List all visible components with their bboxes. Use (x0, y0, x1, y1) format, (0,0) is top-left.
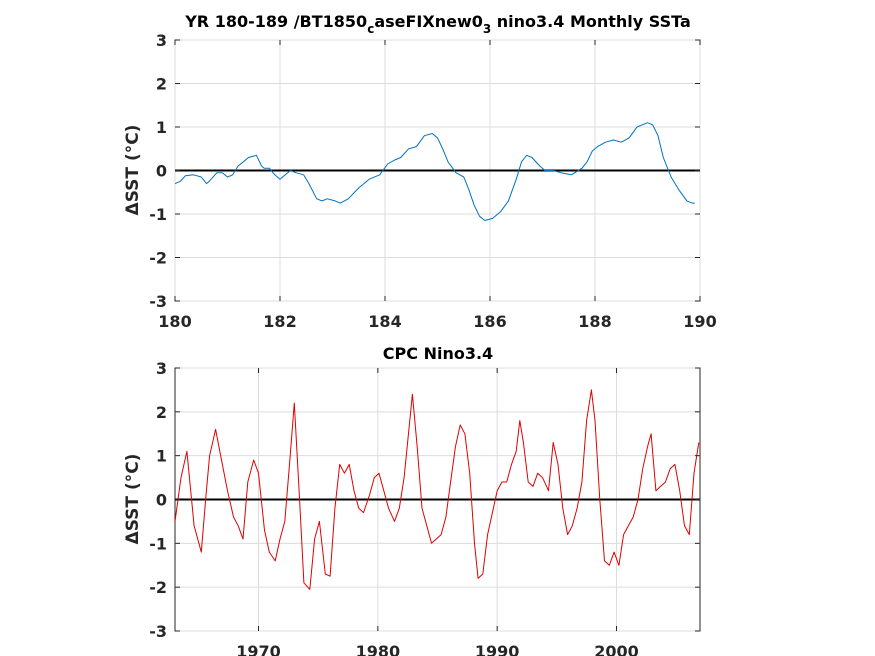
bottom-x-tick-label: 1990 (475, 642, 520, 656)
bottom-y-tick-label: -3 (149, 622, 167, 641)
top-y-tick-label: 0 (156, 162, 167, 181)
top-y-tick-label: -1 (149, 205, 167, 224)
top-x-tick-label: 180 (158, 312, 191, 331)
bottom-series-line (174, 389, 700, 590)
bottom-panel: 1970 1980 1990 2000 -3 -2 -1 0 1 2 3 CPC Nino3.4 Δ… (123, 344, 701, 656)
top-x-tick-label: 190 (683, 312, 716, 331)
top-y-axis-label: ΔSST (°C) (123, 125, 143, 216)
top-panel: 180 182 184 186 188 190 -3 -2 -1 0 1 2 3 YR 180-189 … (123, 12, 717, 331)
bottom-chart-title: CPC Nino3.4 (383, 344, 493, 363)
top-y-tick-label: 3 (156, 31, 167, 50)
top-chart-title: YR 180-189 /BT1850caseFIXnew03 nino3.4 M… (184, 12, 691, 36)
top-y-tick-label: 2 (156, 75, 167, 94)
bottom-y-tick-label: 3 (156, 359, 167, 378)
bottom-y-tick-label: -1 (149, 534, 167, 553)
bottom-y-tick-label: -2 (149, 578, 167, 597)
bottom-y-tick-label: 0 (156, 491, 167, 510)
top-x-tick-label: 188 (578, 312, 611, 331)
bottom-y-tick-label: 2 (156, 403, 167, 422)
bottom-x-tick-label: 1980 (356, 642, 401, 656)
top-x-tick-label: 186 (473, 312, 506, 331)
bottom-x-tick-label: 1970 (236, 642, 281, 656)
top-series-line (174, 122, 695, 221)
top-y-tick-label: -3 (149, 292, 167, 311)
bottom-x-tick-label: 2000 (594, 642, 639, 656)
bottom-y-tick-label: 1 (156, 447, 167, 466)
bottom-y-axis-label: ΔSST (°C) (123, 454, 143, 545)
top-x-tick-label: 182 (263, 312, 296, 331)
top-x-tick-label: 184 (368, 312, 401, 331)
top-y-tick-label: -2 (149, 249, 167, 268)
top-y-tick-label: 1 (156, 118, 167, 137)
